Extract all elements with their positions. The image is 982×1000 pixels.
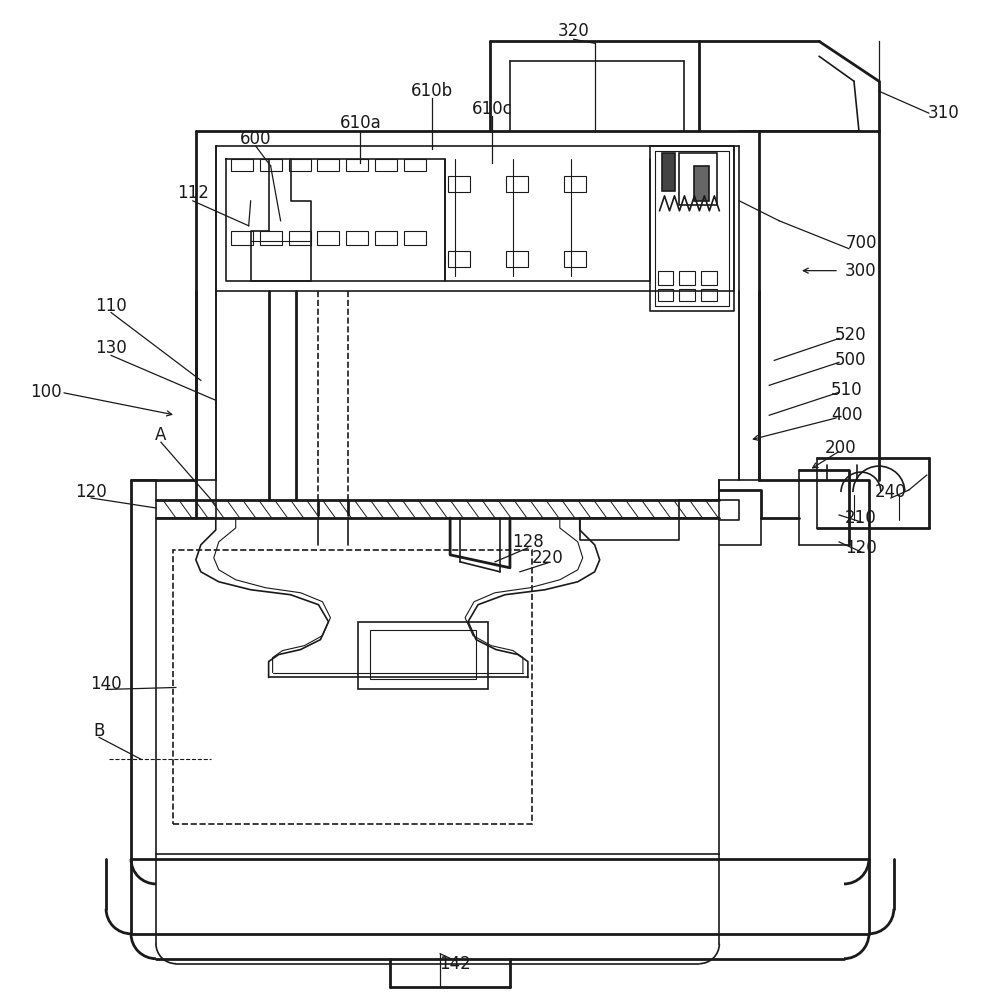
Bar [347, 159, 368, 171]
Bar [564, 251, 585, 267]
Bar [448, 251, 470, 267]
Text: 320: 320 [558, 22, 589, 40]
Text: 140: 140 [90, 675, 122, 693]
Text: 110: 110 [95, 297, 127, 315]
Bar [506, 251, 528, 267]
Bar [701, 271, 718, 285]
Text: 300: 300 [846, 262, 877, 280]
Bar [506, 176, 528, 192]
Text: 112: 112 [177, 184, 209, 202]
Bar [259, 231, 282, 245]
Text: 520: 520 [835, 326, 867, 344]
Text: 510: 510 [831, 381, 863, 399]
Text: 500: 500 [836, 351, 867, 369]
Bar [231, 159, 252, 171]
Text: 610c: 610c [471, 100, 513, 118]
Bar [405, 231, 426, 245]
Text: 220: 220 [532, 549, 564, 567]
Bar [658, 271, 674, 285]
Bar [701, 289, 718, 301]
Text: 142: 142 [439, 955, 471, 973]
Text: 130: 130 [95, 339, 127, 357]
Bar [658, 289, 674, 301]
Bar [317, 231, 340, 245]
Bar [289, 231, 310, 245]
Bar [375, 159, 398, 171]
Text: 120: 120 [846, 539, 877, 557]
Bar [173, 550, 532, 824]
Text: 400: 400 [831, 406, 863, 424]
Text: 210: 210 [846, 509, 877, 527]
Bar [370, 630, 476, 679]
Text: B: B [93, 722, 105, 740]
Bar [448, 176, 470, 192]
Text: 100: 100 [30, 383, 62, 401]
Bar [680, 153, 718, 205]
Bar [564, 176, 585, 192]
Bar [405, 159, 426, 171]
Bar [680, 271, 695, 285]
Bar [231, 231, 252, 245]
Text: 128: 128 [512, 533, 544, 551]
Text: 120: 120 [76, 483, 107, 501]
Bar [289, 159, 310, 171]
Text: A: A [155, 426, 167, 444]
Text: 240: 240 [875, 483, 906, 501]
Text: 610a: 610a [340, 114, 381, 132]
Bar [694, 166, 709, 201]
Bar [375, 231, 398, 245]
Text: 610b: 610b [411, 82, 454, 100]
Bar [259, 159, 282, 171]
Bar [317, 159, 340, 171]
Bar [680, 289, 695, 301]
Bar [347, 231, 368, 245]
Bar [662, 153, 676, 191]
Text: 600: 600 [240, 130, 271, 148]
Text: 700: 700 [846, 234, 877, 252]
Text: 310: 310 [928, 104, 959, 122]
Text: 200: 200 [825, 439, 857, 457]
Bar [358, 622, 488, 689]
